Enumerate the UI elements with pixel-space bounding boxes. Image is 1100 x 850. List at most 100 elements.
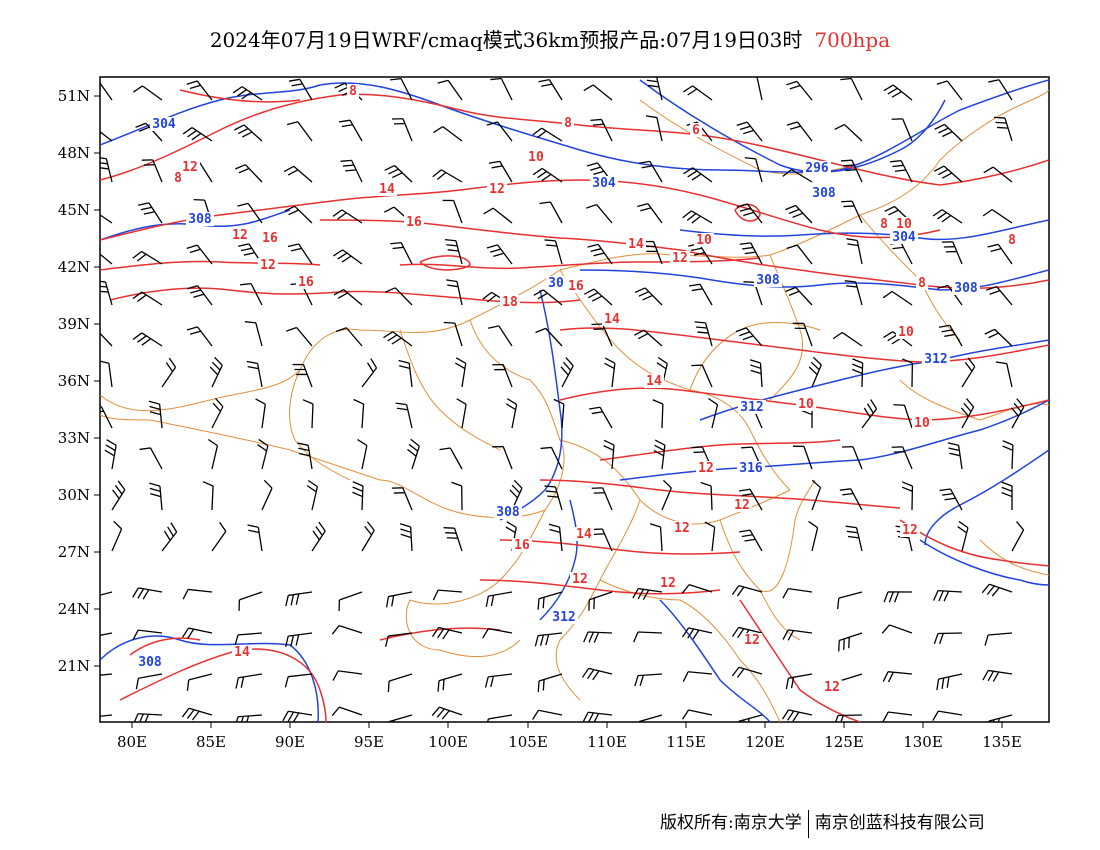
label-bg	[1006, 233, 1018, 247]
wind-barb	[132, 291, 163, 306]
label-bg	[512, 538, 532, 552]
wind-barb	[792, 445, 813, 470]
wind-barb	[487, 714, 513, 722]
wind-barb	[744, 157, 763, 183]
temperature-contour-label: 10	[528, 150, 544, 165]
wind-barb	[534, 632, 563, 647]
wind-barb	[544, 239, 563, 265]
label-bg	[737, 461, 765, 475]
wind-barb	[646, 77, 663, 101]
label-bg	[186, 212, 214, 226]
wind-barb	[439, 447, 463, 470]
wind-barbs	[100, 77, 1025, 722]
label-bg	[922, 352, 950, 366]
height-contour-label: 308	[188, 212, 212, 227]
wind-barb	[881, 624, 913, 634]
copyright-footer: 版权所有:南京大学 南京创蓝科技有限公司	[660, 808, 985, 838]
height-contour-label: 296	[805, 161, 829, 176]
wind-barb	[782, 169, 813, 183]
wind-barb	[786, 244, 813, 265]
lon-label: 125E	[824, 733, 864, 751]
wind-barb	[587, 243, 613, 265]
wind-barb	[100, 332, 113, 347]
wind-barb	[808, 356, 822, 388]
wind-barb	[340, 159, 363, 183]
wind-barb	[1002, 440, 1014, 470]
height-contour-label: 308	[812, 186, 836, 201]
lat-label: 39N	[58, 315, 90, 333]
wind-barb	[960, 398, 975, 429]
wind-barb	[384, 287, 413, 306]
wind-barb	[485, 591, 513, 608]
height-contour-label: 308	[756, 273, 780, 288]
wind-barb	[132, 85, 163, 101]
wind-barb	[333, 249, 363, 265]
label-bg	[296, 275, 316, 289]
wind-barb	[936, 673, 963, 691]
wind-barb	[443, 321, 463, 347]
label-bg	[672, 521, 692, 535]
label-bg	[696, 461, 716, 475]
wind-barb	[988, 79, 1013, 101]
wind-barb	[486, 121, 513, 142]
wind-barb	[638, 714, 663, 722]
lon-label: 130E	[903, 733, 943, 751]
label-bg	[546, 276, 566, 290]
wind-barb	[482, 628, 513, 639]
wind-barb	[808, 520, 819, 552]
wind-barb	[984, 328, 1013, 347]
wind-barb	[182, 627, 213, 639]
wind-barb	[306, 479, 319, 511]
height-contour-label: 312	[924, 352, 947, 367]
wind-barb	[181, 707, 213, 721]
wind-barb	[840, 77, 863, 101]
temperature-contour-label: 10	[798, 397, 814, 412]
lat-label: 30N	[58, 486, 90, 504]
lon-label: 120E	[745, 733, 785, 751]
temperature-contour-label: 8	[564, 116, 572, 131]
wind-barb	[834, 123, 863, 142]
wind-barb	[882, 671, 913, 683]
wind-barb	[234, 632, 263, 646]
wind-barb	[286, 326, 313, 347]
wind-barb	[100, 673, 113, 676]
label-bg	[894, 217, 914, 231]
wind-barb	[186, 326, 213, 347]
wind-barb	[957, 520, 969, 552]
lat-label: 27N	[58, 543, 90, 561]
wind-barb	[444, 238, 463, 265]
footer-right: 南京创蓝科技有限公司	[814, 813, 985, 833]
wind-barb	[837, 591, 863, 610]
wind-barb	[792, 322, 813, 347]
wind-barb	[132, 629, 163, 641]
wind-barb	[532, 709, 563, 720]
wind-barb	[682, 709, 713, 720]
wind-barb	[257, 438, 269, 470]
wind-barb	[292, 363, 313, 388]
label-bg	[754, 273, 782, 287]
wind-barb	[739, 529, 763, 552]
wind-barb	[352, 481, 364, 511]
height-contour-label: 312	[740, 400, 763, 415]
wind-barb	[682, 210, 713, 224]
wind-barb	[633, 631, 663, 643]
wind-barb	[933, 632, 963, 645]
label-bg	[644, 374, 664, 388]
wind-barb	[395, 402, 413, 429]
footer-left: 版权所有:南京大学	[660, 813, 802, 833]
wind-barb	[1011, 521, 1025, 552]
footer-separator	[807, 809, 809, 838]
wind-barb	[649, 523, 663, 552]
wind-barb	[100, 405, 113, 429]
longitude-axis: 80E 85E 90E 95E 100E 105E 110E 115E 120E 125E 130E…	[117, 722, 1022, 751]
label-bg	[916, 276, 928, 290]
wind-barb	[841, 446, 863, 470]
wind-barb	[739, 488, 763, 511]
wind-barb	[331, 706, 363, 716]
wind-barb	[584, 288, 613, 306]
wind-barb	[539, 201, 563, 224]
wind-barb	[487, 325, 513, 347]
wind-barb	[284, 673, 313, 688]
label-bg	[890, 230, 918, 244]
wind-barb	[182, 127, 213, 142]
